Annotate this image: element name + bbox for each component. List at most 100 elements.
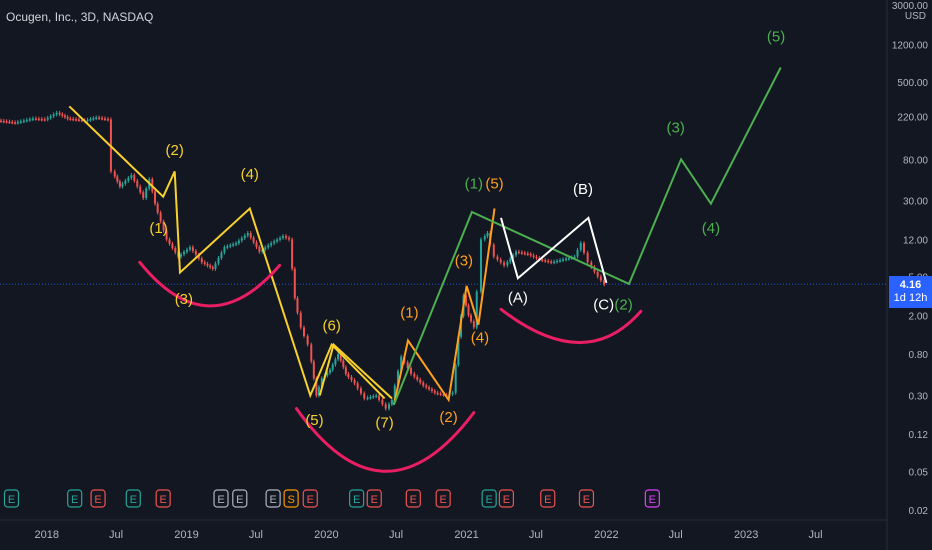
price-candle bbox=[16, 121, 19, 124]
price-candle bbox=[293, 268, 296, 299]
event-marker-letter: E bbox=[353, 494, 360, 506]
event-marker-letter: E bbox=[485, 494, 492, 506]
event-marker[interactable] bbox=[302, 489, 318, 508]
price-candle bbox=[267, 245, 270, 248]
cycle-arc bbox=[499, 307, 643, 345]
event-marker[interactable] bbox=[155, 489, 171, 508]
price-candle bbox=[49, 116, 52, 118]
price-candle bbox=[428, 387, 431, 390]
price-candle bbox=[378, 395, 381, 400]
price-candle bbox=[547, 260, 550, 263]
x-tick-label: Jul bbox=[529, 529, 543, 541]
event-marker-letter: E bbox=[71, 494, 78, 506]
price-candle bbox=[422, 382, 425, 386]
event-marker[interactable] bbox=[435, 489, 451, 508]
wave-label: (3) bbox=[175, 291, 193, 308]
price-candle bbox=[34, 118, 37, 120]
event-marker[interactable] bbox=[125, 489, 141, 508]
event-marker[interactable] bbox=[67, 489, 83, 508]
green-projection-line bbox=[392, 67, 782, 406]
price-candle bbox=[302, 327, 305, 336]
event-marker[interactable] bbox=[578, 489, 595, 508]
event-marker[interactable] bbox=[3, 489, 20, 508]
price-candle bbox=[454, 364, 457, 393]
price-candle bbox=[436, 392, 439, 395]
price-candle bbox=[63, 115, 66, 118]
chart-title: Ocugen, Inc., 3D, NASDAQ bbox=[6, 10, 154, 24]
event-marker[interactable] bbox=[349, 489, 365, 508]
price-candle bbox=[492, 244, 495, 257]
price-candle bbox=[416, 376, 419, 380]
price-candle bbox=[264, 247, 267, 250]
x-tick-label: 2023 bbox=[734, 529, 758, 541]
price-candle bbox=[165, 230, 168, 240]
price-candle bbox=[106, 118, 109, 121]
price-candle bbox=[520, 252, 523, 254]
price-candle bbox=[200, 258, 203, 263]
price-candle bbox=[61, 114, 64, 116]
event-marker[interactable] bbox=[481, 489, 497, 508]
event-marker-letter: E bbox=[583, 494, 590, 506]
price-candle bbox=[8, 121, 11, 124]
price-candle bbox=[86, 119, 89, 122]
price-candle bbox=[532, 255, 535, 257]
event-marker-letter: E bbox=[544, 494, 551, 506]
x-tick-label: 2019 bbox=[174, 529, 198, 541]
price-candle bbox=[353, 380, 356, 384]
price-candle bbox=[347, 373, 350, 378]
y-tick-label: 0.80 bbox=[909, 350, 929, 361]
price-candle bbox=[350, 377, 353, 381]
price-candle bbox=[103, 118, 106, 120]
price-candle bbox=[337, 354, 340, 360]
price-candle bbox=[499, 259, 502, 263]
event-marker[interactable] bbox=[232, 489, 248, 508]
price-candle bbox=[206, 263, 209, 266]
wave-label: (4) bbox=[702, 220, 720, 237]
price-candle bbox=[28, 119, 31, 121]
wave-label: (1) bbox=[149, 220, 167, 237]
event-marker-letter: E bbox=[371, 494, 378, 506]
price-candle bbox=[258, 246, 261, 252]
price-candle bbox=[237, 240, 240, 244]
price-candle bbox=[282, 236, 285, 238]
price-candle bbox=[226, 246, 229, 248]
price-candle bbox=[124, 180, 127, 184]
price-candle bbox=[586, 252, 589, 263]
price-candle bbox=[590, 262, 593, 268]
price-candle bbox=[58, 112, 61, 115]
price-candle bbox=[442, 394, 445, 396]
price-candle bbox=[593, 267, 596, 272]
price-candle bbox=[0, 120, 2, 123]
event-marker[interactable] bbox=[265, 489, 281, 508]
price-candle bbox=[142, 192, 145, 199]
event-marker[interactable] bbox=[644, 489, 660, 508]
event-marker[interactable] bbox=[90, 489, 106, 508]
event-marker-letter: E bbox=[503, 494, 510, 506]
price-candle bbox=[475, 291, 478, 328]
price-candle bbox=[553, 261, 556, 264]
event-marker[interactable] bbox=[405, 489, 421, 508]
price-candle bbox=[209, 265, 212, 268]
price-candle bbox=[503, 262, 506, 266]
price-candle bbox=[191, 247, 194, 251]
bar-countdown: 1d 12h bbox=[893, 292, 928, 304]
price-candle bbox=[98, 117, 101, 119]
wave-label: (7) bbox=[375, 415, 393, 432]
y-tick-label: 80.00 bbox=[903, 155, 928, 166]
price-candle bbox=[583, 243, 586, 253]
event-marker[interactable] bbox=[213, 489, 229, 508]
price-candle bbox=[306, 335, 309, 345]
event-marker[interactable] bbox=[283, 489, 299, 508]
y-tick-label: 0.12 bbox=[909, 430, 929, 441]
price-candle bbox=[279, 237, 282, 240]
event-marker[interactable] bbox=[540, 489, 556, 508]
event-marker[interactable] bbox=[366, 489, 382, 508]
price-candle bbox=[121, 183, 124, 187]
price-candle bbox=[556, 260, 559, 263]
price-candle bbox=[113, 171, 116, 177]
price-candle bbox=[390, 399, 393, 405]
white-correction-line bbox=[500, 216, 608, 284]
price-candle bbox=[381, 399, 384, 405]
event-marker[interactable] bbox=[498, 489, 514, 508]
